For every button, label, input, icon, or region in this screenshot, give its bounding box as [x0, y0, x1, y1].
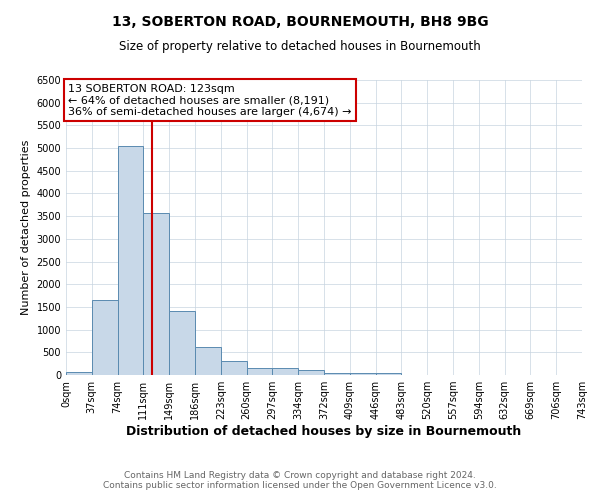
Bar: [247, 368, 272, 375]
Text: Contains HM Land Registry data © Crown copyright and database right 2024.
Contai: Contains HM Land Registry data © Crown c…: [103, 470, 497, 490]
Bar: [118, 146, 143, 375]
Text: 13 SOBERTON ROAD: 123sqm
← 64% of detached houses are smaller (8,191)
36% of sem: 13 SOBERTON ROAD: 123sqm ← 64% of detach…: [68, 84, 352, 117]
Bar: [143, 212, 169, 375]
Bar: [169, 310, 195, 375]
Bar: [221, 362, 247, 375]
Bar: [92, 300, 118, 375]
Bar: [376, 372, 401, 375]
Bar: [195, 348, 221, 375]
Bar: [324, 372, 350, 375]
Bar: [298, 370, 324, 375]
Y-axis label: Number of detached properties: Number of detached properties: [21, 140, 31, 315]
Bar: [350, 374, 376, 375]
Text: 13, SOBERTON ROAD, BOURNEMOUTH, BH8 9BG: 13, SOBERTON ROAD, BOURNEMOUTH, BH8 9BG: [112, 15, 488, 29]
Text: Size of property relative to detached houses in Bournemouth: Size of property relative to detached ho…: [119, 40, 481, 53]
Bar: [272, 368, 298, 375]
X-axis label: Distribution of detached houses by size in Bournemouth: Distribution of detached houses by size …: [127, 425, 521, 438]
Bar: [66, 372, 92, 375]
